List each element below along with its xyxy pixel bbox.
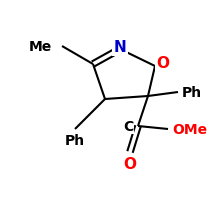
Text: O: O — [157, 55, 169, 70]
Text: OMe: OMe — [172, 122, 207, 136]
Text: Ph: Ph — [65, 133, 85, 147]
Text: O: O — [123, 156, 137, 171]
Text: Ph: Ph — [182, 86, 202, 100]
Text: C: C — [123, 119, 133, 133]
Text: Me: Me — [29, 40, 52, 54]
Text: N: N — [114, 40, 126, 55]
